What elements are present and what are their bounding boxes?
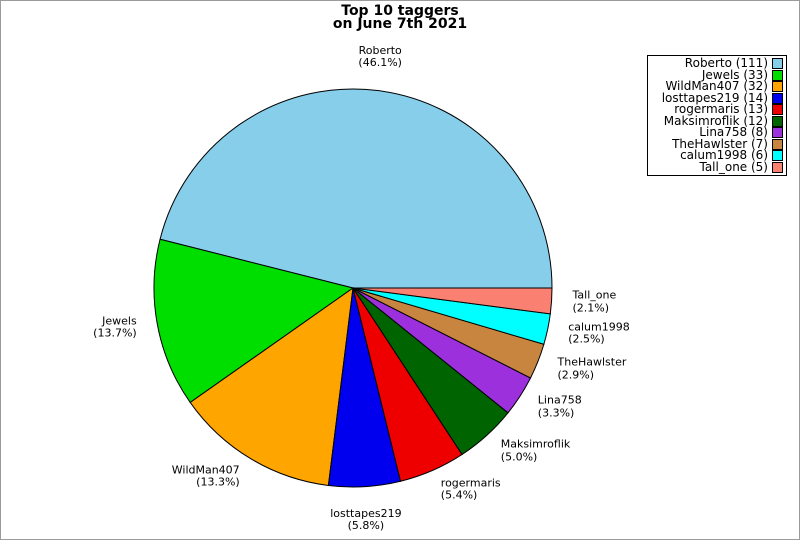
legend-label: rogermaris (13)	[674, 102, 768, 116]
legend-item-calum1998: calum1998 (6)	[651, 148, 783, 162]
legend-label: TheHawlster (7)	[672, 136, 768, 151]
pie-slice-Tall_one	[352, 287, 553, 315]
legend-color-swatch-icon	[772, 150, 783, 162]
chart-title: Top 10 taggers on June 7th 2021	[1, 3, 799, 32]
slice-label-name: Jewels	[102, 314, 137, 328]
legend-color-swatch-icon	[772, 69, 783, 81]
slice-label-name: TheHawlster	[557, 355, 627, 369]
legend-color-swatch-icon	[772, 127, 783, 139]
slice-label-name: losttapes219	[330, 506, 402, 520]
slice-label-Maksimroflik: Maksimroflik (5.0%)	[500, 437, 571, 464]
slice-label-Tall_one: Tall_one (2.1%)	[572, 288, 617, 315]
slice-label-name: calum1998	[568, 320, 630, 334]
slice-label-percent: (5.4%)	[440, 488, 478, 502]
slice-label-percent: (2.1%)	[572, 301, 610, 315]
legend-color-swatch-icon	[772, 138, 783, 150]
legend-label: Maksimroflik (12)	[663, 113, 768, 128]
slice-label-TheHawlster: TheHawlster (2.9%)	[557, 355, 627, 382]
legend-label: Roberto (111)	[684, 56, 768, 70]
slice-label-WildMan407: WildMan407 (13.3%)	[172, 464, 240, 489]
pie-slice-Jewels	[153, 238, 355, 404]
pie-slice-WildMan407	[189, 286, 354, 487]
slice-label-Lina758: Lina758 (3.3%)	[537, 393, 582, 420]
legend-label: losttapes219 (14)	[661, 90, 768, 105]
legend-item-Roberto: Roberto (111)	[651, 56, 783, 70]
legend-label: WildMan407 (32)	[665, 79, 768, 93]
slice-label-percent: (13.7%)	[93, 326, 137, 340]
legend-color-swatch-icon	[772, 58, 783, 70]
legend-item-losttapes219: losttapes219 (14)	[651, 90, 783, 105]
legend-color-swatch-icon	[772, 81, 783, 93]
slice-label-name: WildMan407	[171, 463, 240, 477]
legend-item-Tall_one: Tall_one (5)	[651, 159, 783, 174]
legend-color-swatch-icon	[772, 92, 783, 104]
legend-item-rogermaris: rogermaris (13)	[651, 102, 783, 116]
slice-label-name: Lina758	[537, 393, 582, 407]
slice-label-name: Tall_one	[572, 288, 617, 302]
slice-label-name: rogermaris	[440, 476, 501, 490]
legend-item-Lina758: Lina758 (8)	[651, 125, 783, 139]
slice-label-percent: (13.3%)	[196, 475, 240, 489]
slice-label-percent: (2.5%)	[568, 332, 605, 346]
legend-color-swatch-icon	[772, 161, 783, 173]
slice-label-name: Roberto	[358, 43, 402, 57]
slice-label-losttapes219: losttapes219 (5.8%)	[330, 506, 402, 533]
legend-label: Lina758 (8)	[699, 125, 768, 139]
slice-label-calum1998: calum1998 (2.5%)	[568, 321, 630, 346]
slice-label-percent: (3.3%)	[537, 406, 575, 420]
slice-label-name: Maksimroflik	[500, 437, 571, 451]
legend-label: calum1998 (6)	[680, 148, 768, 162]
pie-slice-Roberto	[159, 88, 553, 289]
legend-color-swatch-icon	[772, 115, 783, 127]
slice-label-percent: (5.0%)	[500, 450, 538, 463]
legend-item-Jewels: Jewels (33)	[651, 67, 783, 82]
slice-label-rogermaris: rogermaris (5.4%)	[441, 477, 501, 502]
legend-color-swatch-icon	[772, 104, 783, 116]
slice-label-percent: (2.9%)	[557, 368, 595, 382]
slice-label-Roberto: Roberto (46.1%)	[358, 43, 402, 70]
legend-item-Maksimroflik: Maksimroflik (12)	[651, 113, 783, 128]
slice-label-percent: (46.1%)	[358, 56, 402, 70]
legend-label: Jewels (33)	[701, 67, 768, 82]
slice-label-Jewels: Jewels (13.7%)	[93, 315, 137, 340]
legend-item-TheHawlster: TheHawlster (7)	[651, 136, 783, 151]
legend-item-WildMan407: WildMan407 (32)	[651, 79, 783, 93]
chart-title-line2: on June 7th 2021	[332, 16, 468, 32]
legend-label: Tall_one (5)	[699, 159, 768, 174]
chart-title-line1: Top 10 taggers	[341, 3, 459, 19]
slice-label-percent: (5.8%)	[347, 519, 385, 533]
legend: Roberto (111) Jewels (33) WildMan407 (32) l…	[647, 55, 787, 176]
